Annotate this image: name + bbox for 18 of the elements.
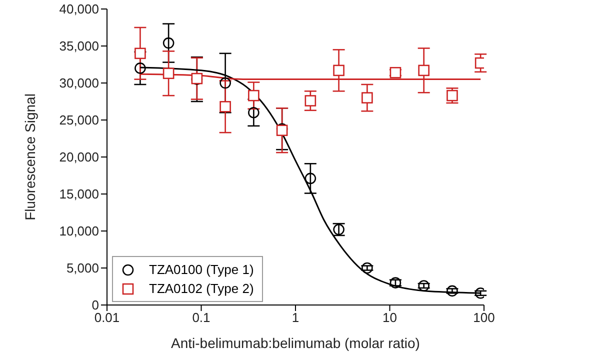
x-tick-label: 0.1: [192, 310, 210, 326]
y-tick-label: 35,000: [59, 38, 99, 54]
y-tick-label: 15,000: [59, 186, 99, 202]
x-tick-label: 100: [473, 310, 495, 326]
x-tick-label: 10: [382, 310, 397, 326]
y-tick-label: 40,000: [59, 2, 99, 17]
y-axis-title: Fluorescence Signal: [22, 94, 38, 220]
y-tick-label: 30,000: [59, 76, 99, 91]
y-tick-label: 5,000: [66, 260, 99, 276]
y-tick-label: 20,000: [59, 150, 99, 165]
x-tick-label: 1: [292, 310, 300, 326]
y-tick-label: 10,000: [59, 224, 99, 239]
legend-label: TZA0102 (Type 2): [149, 280, 254, 298]
y-tick-label: 25,000: [59, 112, 99, 128]
y-tick-label: 0: [92, 298, 99, 313]
legend-label: TZA0100 (Type 1): [149, 261, 254, 279]
x-tick-label: 0.01: [94, 310, 120, 326]
x-axis-title: Anti-belimumab:belimumab (molar ratio): [171, 335, 420, 351]
